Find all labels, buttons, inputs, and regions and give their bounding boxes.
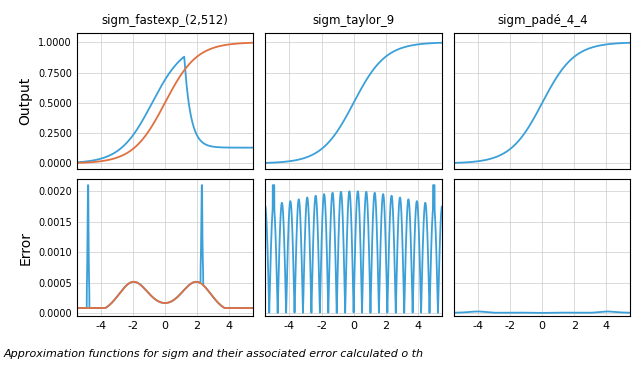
Title: sigm_padé_4_4: sigm_padé_4_4	[497, 14, 588, 27]
Text: Approximation functions for sigm and their associated error calculated o th: Approximation functions for sigm and the…	[3, 349, 423, 358]
Y-axis label: Output: Output	[19, 77, 33, 125]
Y-axis label: Error: Error	[19, 231, 33, 265]
Title: sigm_fastexp_(2,512): sigm_fastexp_(2,512)	[102, 14, 228, 27]
Title: sigm_taylor_9: sigm_taylor_9	[312, 14, 395, 27]
